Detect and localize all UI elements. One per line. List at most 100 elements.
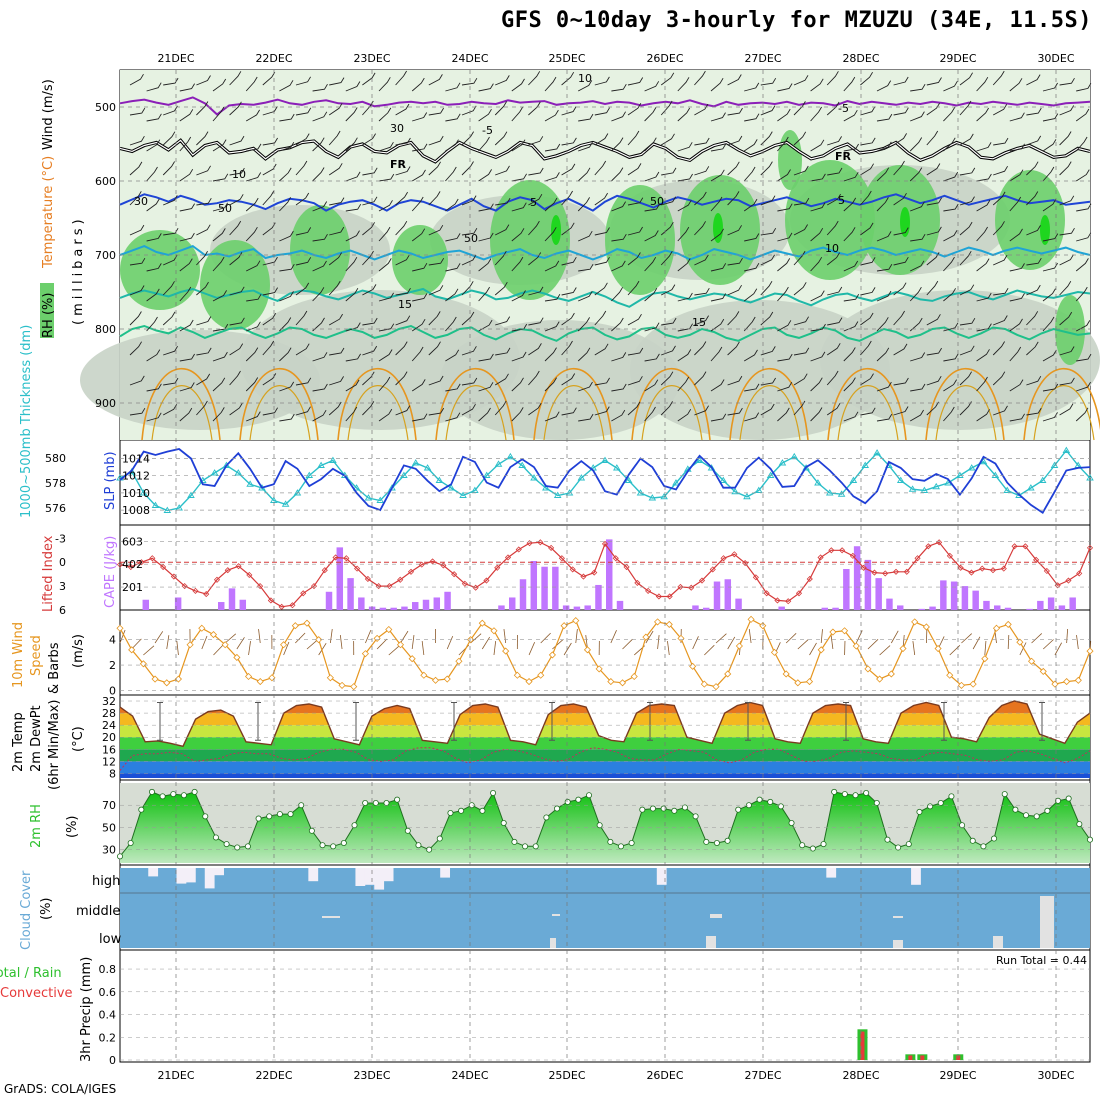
rh2m-point: [724, 837, 731, 844]
wind-barb: [511, 78, 525, 92]
wind-barb: [760, 403, 775, 416]
slp-tick-1010: 1010: [122, 487, 150, 500]
wind-barb: [959, 371, 972, 386]
wind-barb: [810, 139, 825, 152]
lifted-index-point: [720, 555, 727, 562]
wind10-point: [1063, 678, 1071, 686]
cape-bar: [358, 597, 365, 610]
wind-barb: [1026, 225, 1041, 236]
wind-barb: [577, 167, 591, 182]
thickness-point: [967, 464, 976, 471]
warm-isotherm-0: [141, 367, 221, 441]
wind-barb: [760, 311, 774, 326]
wind-barb: [262, 137, 278, 146]
cloud-gap-4: [1040, 896, 1054, 948]
wind10-barb: [1007, 634, 1010, 650]
bottom-date-label-4: 25DEC: [548, 1069, 585, 1082]
isotherm-5: [119, 193, 1091, 212]
pressure-tick-500: 500: [95, 101, 116, 114]
wind-barb: [163, 195, 178, 206]
lifted-index-point: [839, 547, 846, 554]
wind-barb: [1009, 196, 1022, 212]
rh2m-point: [543, 814, 550, 821]
wind-barb: [627, 197, 644, 206]
wind-barb: [312, 167, 325, 182]
wind-barb: [428, 161, 441, 176]
wind-barb: [843, 109, 858, 122]
lifted-index-point: [806, 575, 813, 583]
wind-barb: [395, 70, 407, 86]
lifted-index-point: [515, 546, 522, 553]
wind-barb: [163, 77, 179, 86]
wind-barb: [677, 142, 693, 152]
wind-barb: [146, 198, 160, 212]
cape-bar: [239, 599, 247, 610]
wind-barb: [262, 163, 277, 176]
wind-barb: [611, 111, 626, 122]
wind10-barb: [248, 641, 251, 656]
wind-barb: [777, 136, 789, 152]
warm-isotherm-1: [239, 367, 319, 441]
wind-barb: [976, 199, 991, 212]
wind-barb: [644, 406, 656, 422]
wind-barb: [578, 413, 594, 422]
rh2m-point: [276, 811, 283, 818]
rh2m-point: [351, 822, 358, 829]
wind-barb: [362, 196, 378, 206]
wind-barb: [827, 286, 843, 296]
wind-barb: [644, 353, 660, 362]
wind10-point: [537, 671, 545, 679]
rh2m-point: [927, 803, 934, 810]
wind-barb: [793, 250, 806, 266]
wind10-point: [957, 681, 966, 689]
wind-barb: [860, 106, 876, 116]
wind-barb: [1059, 161, 1072, 176]
wind-barb: [362, 284, 377, 296]
wind-barb: [196, 101, 209, 116]
wind10-barb: [867, 639, 879, 650]
rh2m-labels: 2m RH (%): [29, 804, 80, 848]
wind-barb: [611, 167, 624, 182]
lifted-index-point: [558, 555, 565, 562]
lifted-index-point: [138, 559, 145, 566]
wind-barb: [196, 316, 212, 326]
wind-barb: [893, 76, 909, 86]
wind-barb: [445, 198, 459, 212]
wind-barb: [1075, 136, 1088, 152]
wind10-barb: [1066, 628, 1069, 644]
wind-barb: [495, 347, 511, 356]
lifted-index-point: [828, 547, 835, 554]
wind-barb: [229, 343, 244, 356]
wind-barb: [843, 227, 856, 242]
rh2m-point: [117, 853, 124, 860]
wind-barb: [1059, 346, 1075, 356]
wind10-point: [922, 623, 930, 631]
thickness-point: [305, 471, 314, 478]
wind10-point: [455, 657, 463, 665]
wind-barb: [727, 284, 742, 296]
wind-barb: [793, 75, 809, 86]
wind-barb: [511, 290, 526, 302]
rh2m-point: [681, 804, 688, 811]
wind-barb: [660, 72, 675, 86]
wind10-point: [209, 631, 218, 639]
wind10-barb: [295, 632, 306, 644]
wind-barb: [495, 197, 511, 206]
cape-bar: [616, 600, 624, 610]
temp-tick-28: 28: [102, 707, 116, 720]
wind10-point: [583, 646, 592, 654]
wind-barb: [345, 137, 358, 152]
wind-barb: [295, 160, 308, 176]
top-date-label-5: 26DEC: [646, 52, 683, 65]
wind-barb: [146, 139, 161, 152]
top-date-label-6: 27DEC: [744, 52, 781, 65]
wind-barb: [461, 254, 477, 266]
cloud-gap-0: [550, 938, 556, 948]
wind10-point: [805, 678, 814, 686]
wind-barb: [129, 73, 144, 86]
label-t2m-a: 2m Temp: [11, 712, 26, 772]
wind-barb: [495, 75, 510, 86]
rh-contour-label-2: 30: [390, 122, 404, 135]
slp-tick-1014: 1014: [122, 452, 150, 465]
wind-barb: [196, 281, 209, 296]
